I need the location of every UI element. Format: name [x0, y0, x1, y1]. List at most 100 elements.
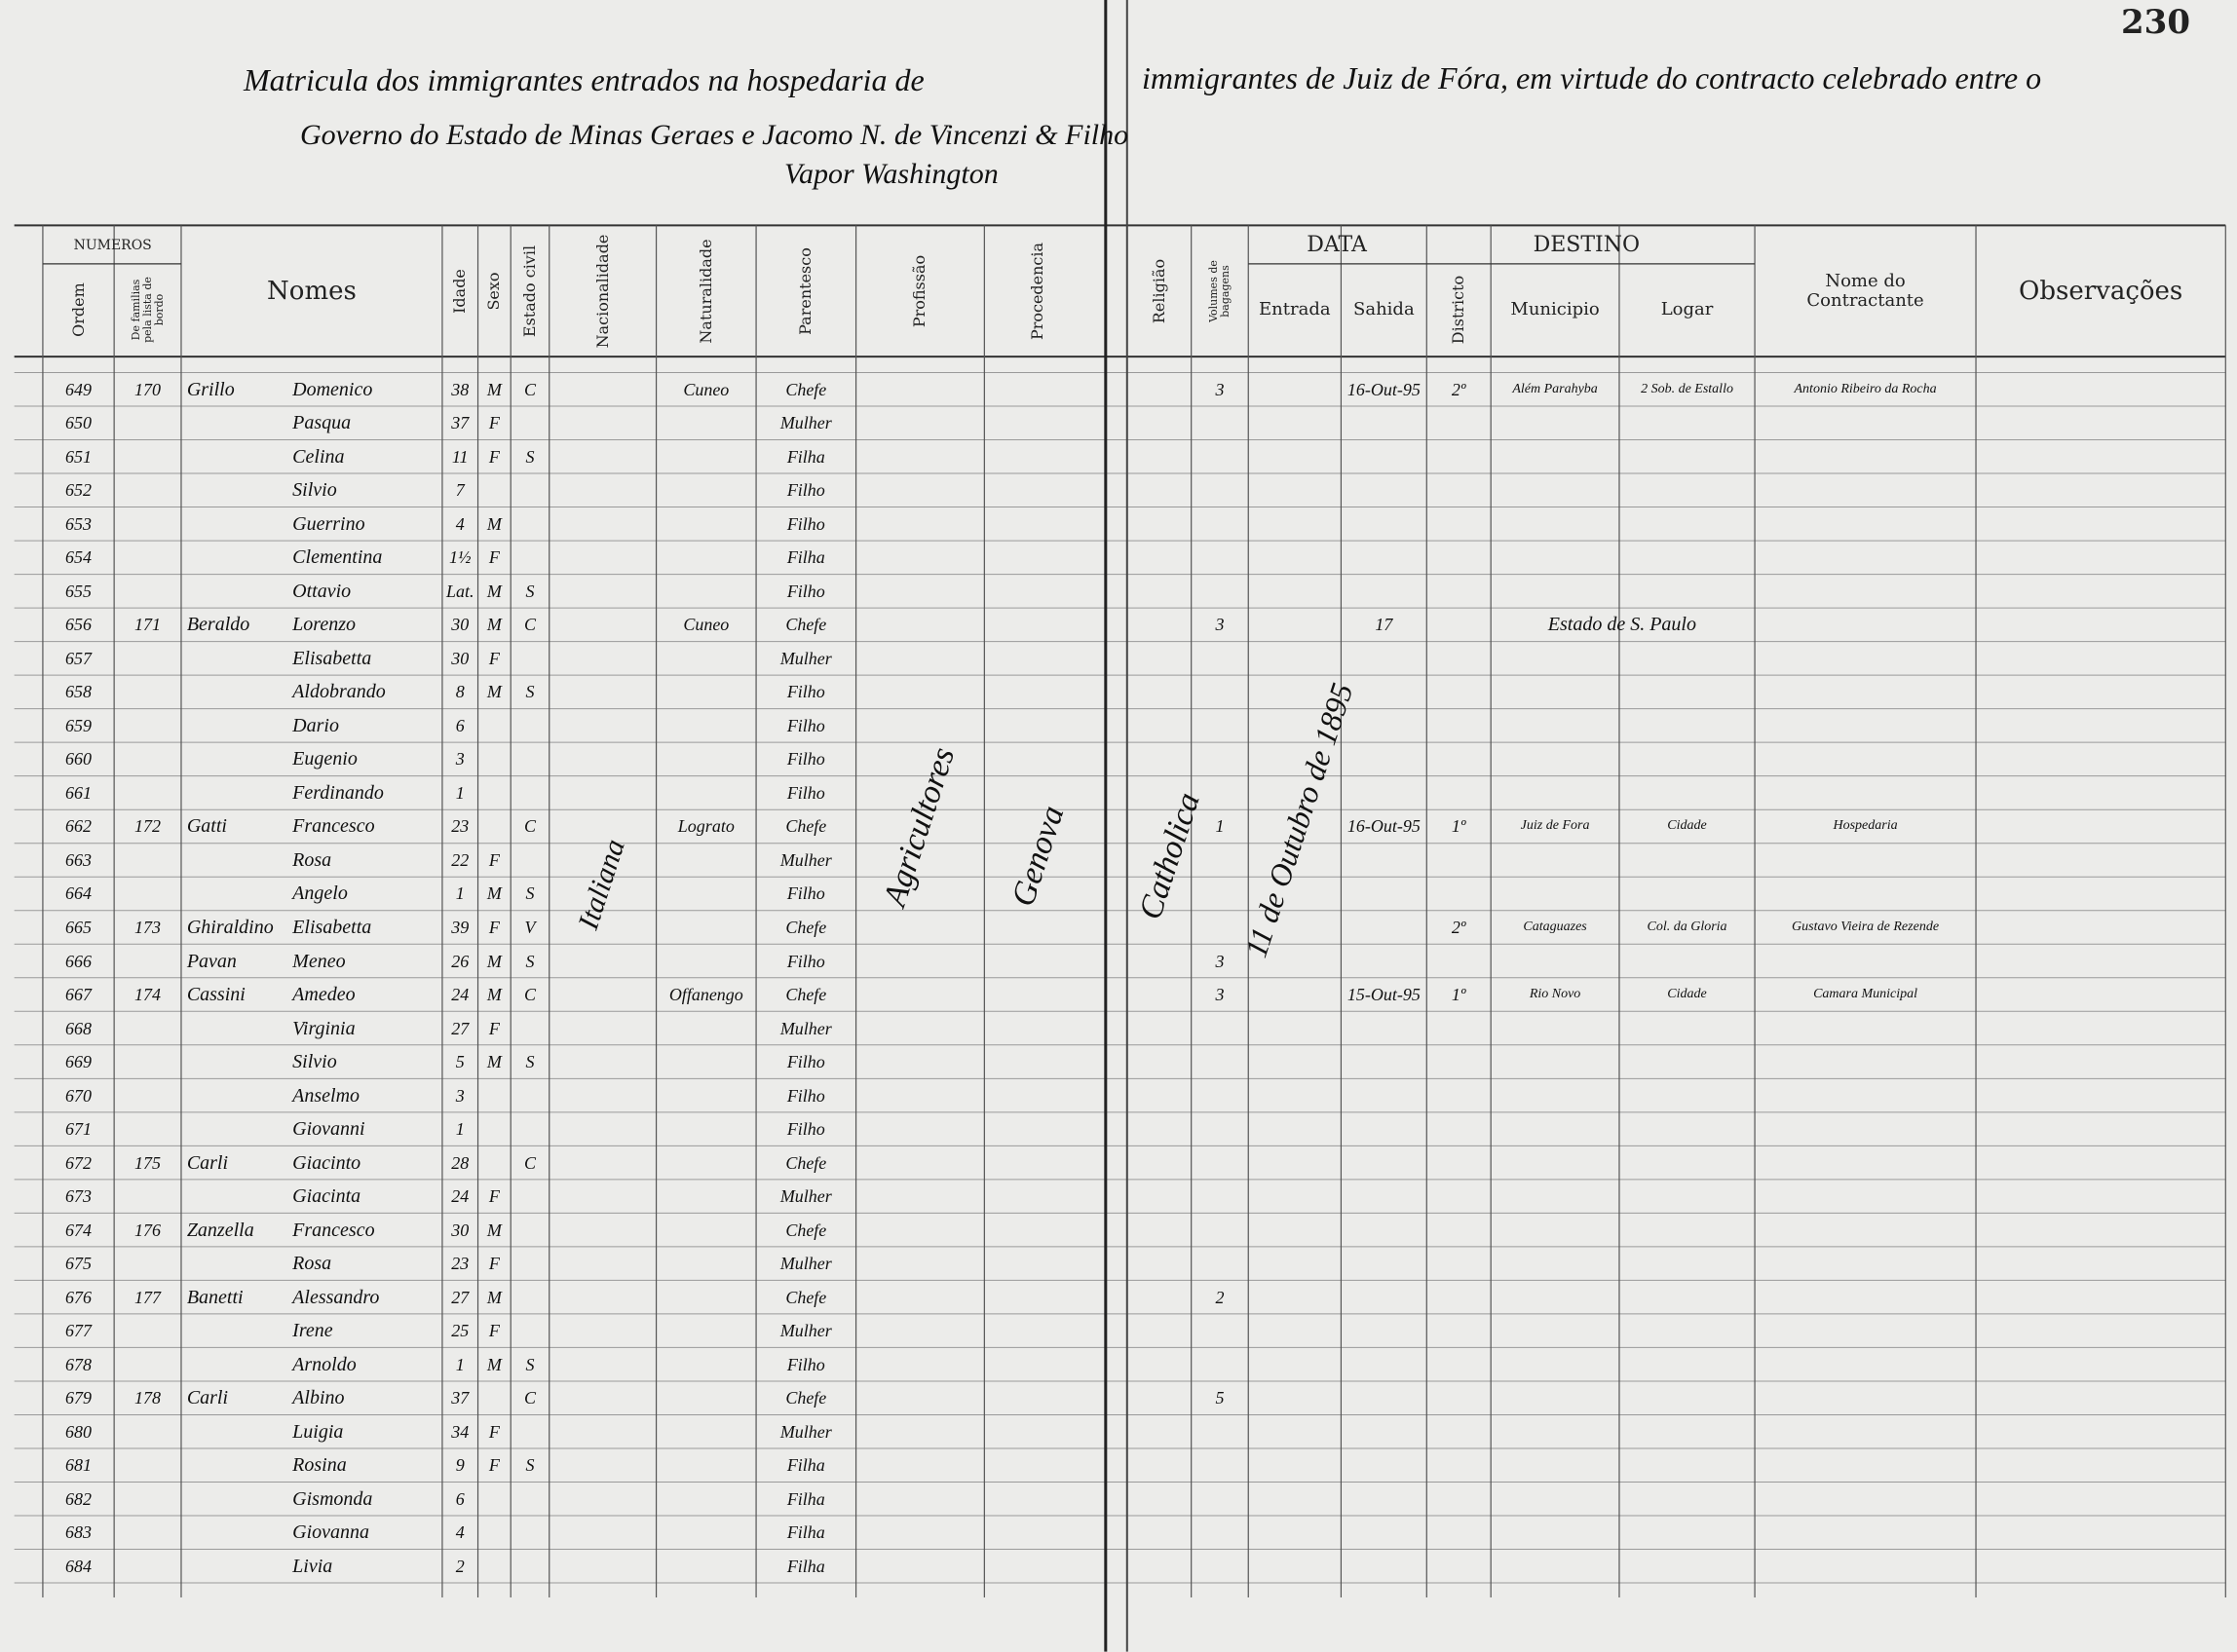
cell-sexo: F — [488, 413, 500, 433]
cell-parentesco: Mulher — [779, 413, 832, 433]
column-header: Sahida — [1353, 299, 1415, 320]
given-name: Aldobrando — [292, 681, 386, 703]
surname: Gatti — [186, 815, 227, 838]
cell-civil: S — [525, 883, 535, 904]
cell-sexo: M — [486, 1354, 502, 1374]
cell-idade: 34 — [451, 1421, 470, 1442]
cell-idade: 4 — [455, 1522, 465, 1543]
cell-idade: 6 — [455, 715, 465, 735]
cell-ordem: 654 — [65, 547, 93, 568]
cell-idade: 28 — [451, 1152, 470, 1173]
cell-civil: S — [525, 1354, 535, 1374]
cell-ordem: 663 — [65, 849, 93, 870]
cell-logar: Cidade — [1667, 818, 1707, 834]
cell-familia: 175 — [134, 1152, 162, 1173]
cell-ordem: 655 — [65, 581, 93, 601]
cell-ordem: 652 — [65, 480, 93, 501]
cell-sahida: 15-Out-95 — [1346, 985, 1421, 1005]
cell-ordem: 681 — [65, 1455, 93, 1476]
cell-civil: C — [523, 615, 536, 635]
cell-parentesco: Mulher — [779, 1018, 832, 1038]
cell-sexo: M — [486, 985, 502, 1005]
cell-idade: 1½ — [448, 547, 472, 568]
cell-parentesco: Filha — [786, 547, 825, 568]
cell-parentesco: Chefe — [785, 1220, 827, 1240]
cell-sexo: F — [488, 1421, 500, 1442]
cell-sahida: 16-Out-95 — [1346, 816, 1421, 837]
cell-ordem: 660 — [65, 749, 93, 770]
given-name: Alessandro — [292, 1286, 380, 1308]
cell-parentesco: Filho — [786, 951, 825, 971]
given-name: Eugenio — [292, 748, 358, 770]
cell-idade: 2 — [455, 1556, 465, 1576]
column-header: Estado civil — [519, 244, 539, 337]
surname: Banetti — [186, 1286, 244, 1308]
cell-familia: 171 — [134, 615, 162, 635]
cell-sexo: M — [486, 682, 502, 702]
cell-parentesco: Mulher — [779, 1321, 832, 1341]
given-name: Francesco — [292, 1219, 375, 1241]
group-header: DATA — [1307, 232, 1367, 257]
cell-contractante: Gustavo Vieira de Rezende — [1792, 919, 1940, 934]
group-header: NUMEROS — [73, 237, 152, 253]
cell-volumes: 1 — [1215, 816, 1225, 837]
cell-parentesco: Chefe — [785, 917, 827, 937]
given-name: Giacinta — [292, 1185, 361, 1208]
given-name: Celina — [292, 445, 345, 468]
cell-municipio: Além Parahyba — [1512, 381, 1598, 396]
cell-districto: 1º — [1451, 985, 1466, 1005]
column-header: Naturalidade — [696, 239, 715, 344]
cell-logar: Cidade — [1667, 987, 1707, 1002]
cell-ordem: 677 — [65, 1321, 93, 1341]
cell-ordem: 659 — [65, 715, 93, 735]
column-header: Nacionalidade — [592, 234, 612, 349]
given-name: Lorenzo — [292, 614, 356, 636]
cell-civil: S — [525, 951, 535, 971]
cell-parentesco: Filho — [786, 682, 825, 702]
cell-ordem: 676 — [65, 1287, 93, 1307]
cell-idade: 6 — [455, 1488, 465, 1509]
surname: Grillo — [186, 378, 235, 400]
cell-idade: Lat. — [445, 581, 474, 601]
cell-idade: 8 — [455, 682, 465, 702]
given-name: Francesco — [292, 815, 375, 838]
cell-idade: 3 — [455, 1085, 465, 1106]
cell-districto: 2º — [1451, 917, 1466, 937]
cell-parentesco: Mulher — [779, 648, 832, 668]
cell-parentesco: Mulher — [779, 1254, 832, 1274]
cell-idade: 1 — [455, 782, 465, 803]
cell-parentesco: Filha — [786, 1455, 825, 1476]
cell-civil: S — [525, 682, 535, 702]
cell-idade: 25 — [451, 1321, 470, 1341]
cell-civil: S — [525, 446, 535, 467]
column-header: Entrada — [1259, 299, 1331, 320]
given-name: Guerrino — [292, 512, 365, 535]
given-name: Pasqua — [292, 412, 352, 434]
cell-sexo: F — [488, 547, 500, 568]
destination: Estado de S. Paulo — [1547, 614, 1696, 636]
title-line-3: Vapor Washington — [784, 158, 999, 190]
cell-volumes: 5 — [1215, 1388, 1225, 1408]
cell-naturalidade: Cuneo — [683, 379, 730, 399]
cell-volumes: 3 — [1215, 951, 1225, 971]
column-header: Nome do Contractante — [1806, 270, 1924, 311]
cell-ordem: 669 — [65, 1052, 93, 1072]
cell-sexo: M — [486, 1220, 502, 1240]
cell-ordem: 684 — [65, 1556, 93, 1576]
given-name: Ottavio — [292, 580, 352, 602]
cell-familia: 174 — [134, 985, 162, 1005]
cell-parentesco: Filha — [786, 446, 825, 467]
cell-ordem: 664 — [65, 883, 93, 904]
cell-idade: 1 — [455, 883, 465, 904]
column-header: Volumes de bagagens — [1206, 259, 1232, 322]
cell-sexo: F — [488, 1018, 500, 1038]
surname: Zanzella — [186, 1219, 254, 1241]
cell-contractante: Camara Municipal — [1813, 987, 1918, 1002]
cell-ordem: 662 — [65, 816, 93, 837]
cell-idade: 22 — [451, 849, 470, 870]
cell-idade: 23 — [451, 1254, 470, 1274]
page-number: 230 — [2121, 3, 2190, 42]
given-name: Silvio — [292, 1051, 337, 1073]
cell-parentesco: Chefe — [785, 1152, 827, 1173]
cell-familia: 172 — [134, 816, 162, 837]
